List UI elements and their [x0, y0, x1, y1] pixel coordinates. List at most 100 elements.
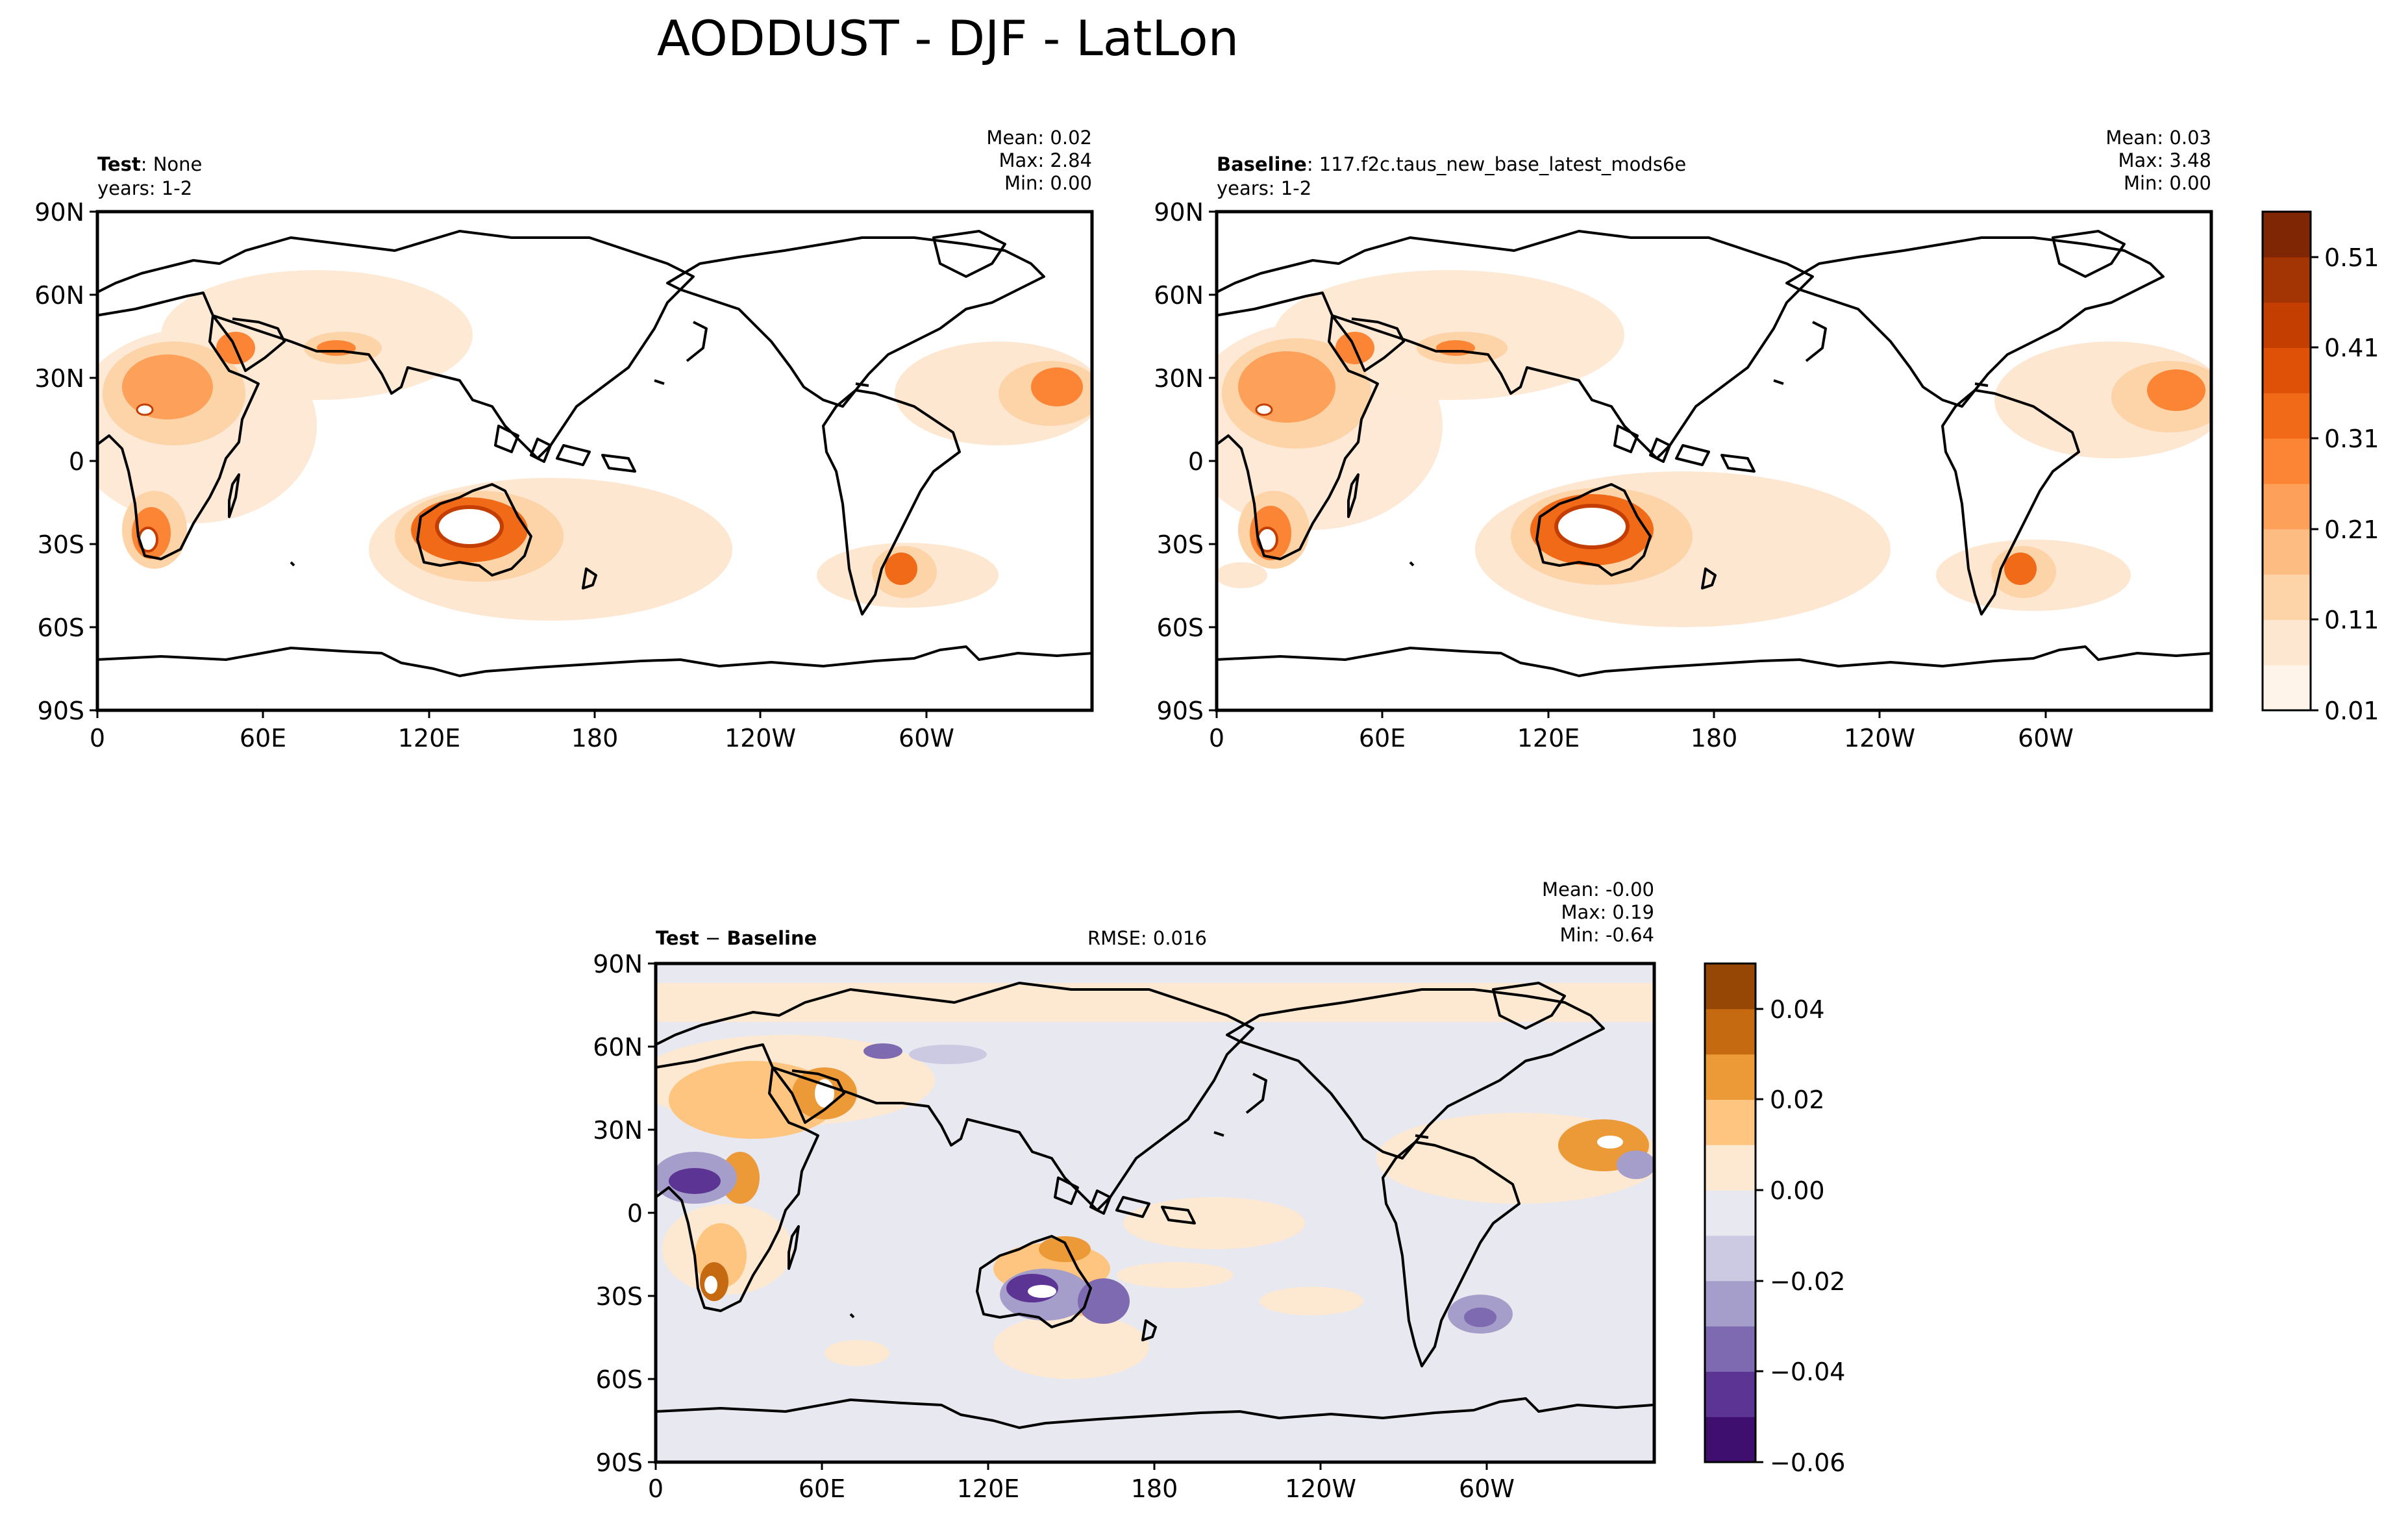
- test-ytick: 60N: [34, 281, 84, 310]
- panel-diff-minus: −: [699, 927, 727, 949]
- colorbar-main-step: [2263, 619, 2311, 665]
- test-xtick: 120W: [725, 724, 796, 752]
- test-ytick: 60S: [38, 614, 84, 642]
- test-dust-fields: [97, 270, 1092, 621]
- cbar-main-tick: 0.31: [2324, 425, 2379, 453]
- panel-test-axes: 0 60E 120E 180 120W 60W 90N 60N 30N 0 30…: [34, 198, 954, 752]
- panel-diff: Test − Baseline RMSE: 0.016 Mean: -0.00 …: [593, 878, 1656, 1503]
- colorbar-main-step: [2263, 438, 2311, 484]
- test-xtick: 60E: [240, 724, 286, 752]
- figure-title: AODDUST - DJF - LatLon: [657, 10, 1239, 67]
- test-ytick: 30N: [34, 364, 84, 393]
- baseline-xtick: 60E: [1359, 724, 1406, 752]
- colorbar-diff-step: [1705, 1280, 1756, 1327]
- test-xtick: 0: [90, 724, 105, 752]
- test-ytick: 90N: [34, 198, 84, 227]
- panel-baseline-axes: 0 60E 120E 180 120W 60W 90N 60N 30N 0 30…: [1154, 198, 2074, 752]
- panel-baseline-mean: Mean: 0.03: [2105, 127, 2211, 149]
- baseline-ytick: 60N: [1154, 281, 1204, 310]
- panel-test-label: Test: None: [97, 153, 202, 175]
- colorbar-main-step: [2263, 347, 2311, 393]
- colorbar-main-step: [2263, 665, 2311, 711]
- test-xtick: 180: [571, 724, 619, 752]
- panel-baseline-max: Max: 3.48: [2118, 149, 2211, 171]
- baseline-ytick: 30N: [1154, 364, 1204, 393]
- baseline-xtick: 180: [1691, 724, 1738, 752]
- panel-baseline-min: Min: 0.00: [2124, 172, 2211, 194]
- panel-baseline: Baseline: 117.f2c.taus_new_base_latest_m…: [1154, 127, 2213, 752]
- panel-diff-max: Max: 0.19: [1561, 901, 1654, 923]
- colorbar-diff-step: [1705, 963, 1756, 1010]
- cbar-main-tick: 0.21: [2324, 516, 2379, 544]
- diff-ytick: 60S: [596, 1365, 643, 1394]
- cbar-main-tick: 0.11: [2324, 606, 2379, 634]
- panel-baseline-years: years: 1-2: [1217, 177, 1311, 199]
- panel-test-min: Min: 0.00: [1004, 172, 1092, 194]
- colorbar-main-step: [2263, 574, 2311, 620]
- colorbar-main-step: [2263, 256, 2311, 303]
- colorbar-diff-step: [1705, 1326, 1756, 1372]
- colorbar-main-step: [2263, 393, 2311, 439]
- diff-ytick: 60N: [593, 1033, 643, 1062]
- diff-ytick: 0: [627, 1199, 643, 1228]
- baseline-ytick: 30S: [1157, 530, 1204, 559]
- test-xtick: 60W: [899, 724, 954, 752]
- diff-ytick: 90S: [596, 1448, 643, 1477]
- colorbar-diff: 0.04 0.02 0.00 −0.02 −0.04 −0.06: [1704, 962, 1845, 1477]
- diff-xtick: 120W: [1285, 1474, 1356, 1503]
- baseline-xtick: 60W: [2018, 724, 2074, 752]
- baseline-ytick: 0: [1188, 447, 1204, 476]
- cbar-diff-tick: −0.02: [1770, 1267, 1845, 1296]
- colorbar-diff-step: [1705, 1235, 1756, 1282]
- panel-test: Test: None years: 1-2 Mean: 0.02 Max: 2.…: [34, 127, 1094, 752]
- baseline-dust-fields: [1217, 270, 2211, 627]
- colorbar-main: 0.01 0.11 0.21 0.31 0.41 0.51: [2261, 210, 2379, 725]
- cbar-main-tick: 0.41: [2324, 334, 2379, 362]
- colorbar-main-step: [2263, 483, 2311, 530]
- colorbar-diff-step: [1705, 1054, 1756, 1100]
- test-ytick: 0: [69, 447, 84, 476]
- diff-xtick: 60W: [1459, 1474, 1515, 1503]
- diff-xtick: 120E: [957, 1474, 1020, 1503]
- diff-ytick: 30S: [596, 1282, 643, 1311]
- colorbar-diff-step: [1705, 1099, 1756, 1145]
- colorbar-main-step: [2263, 212, 2311, 258]
- baseline-ytick: 90S: [1157, 697, 1204, 725]
- cbar-diff-tick: −0.06: [1770, 1448, 1845, 1477]
- cbar-main-tick: 0.51: [2324, 243, 2379, 272]
- panel-diff-name: Test: [656, 927, 699, 949]
- colorbar-main-step: [2263, 302, 2311, 348]
- map-baseline: [1217, 212, 2211, 710]
- panel-test-years: years: 1-2: [97, 177, 192, 199]
- test-xtick: 120E: [398, 724, 461, 752]
- panel-diff-name-2: Baseline: [726, 927, 817, 949]
- panel-diff-min: Min: -0.64: [1560, 924, 1654, 946]
- test-ytick: 30S: [38, 530, 84, 559]
- panel-baseline-label: Baseline: 117.f2c.taus_new_base_latest_m…: [1217, 153, 1686, 175]
- panel-baseline-name-rest: : 117.f2c.taus_new_base_latest_mods6e: [1307, 153, 1686, 175]
- colorbar-diff-step: [1705, 1145, 1756, 1191]
- diff-ytick: 90N: [593, 950, 643, 978]
- baseline-ytick: 90N: [1154, 198, 1204, 227]
- diff-xtick: 60E: [799, 1474, 845, 1503]
- panel-test-name-rest: : None: [141, 153, 203, 175]
- map-diff: [656, 963, 1654, 1462]
- cbar-diff-tick: 0.00: [1770, 1176, 1825, 1205]
- cbar-diff-tick: 0.02: [1770, 1086, 1825, 1114]
- test-ytick: 90S: [38, 697, 84, 725]
- panel-diff-axes: 0 60E 120E 180 120W 60W 90N 60N 30N 0 30…: [593, 950, 1515, 1503]
- map-test: [97, 212, 1092, 710]
- colorbar-diff-step: [1705, 1190, 1756, 1236]
- baseline-xtick: 120W: [1844, 724, 1915, 752]
- baseline-xtick: 120E: [1517, 724, 1580, 752]
- diff-ytick: 30N: [593, 1116, 643, 1145]
- cbar-diff-tick: −0.04: [1770, 1358, 1845, 1386]
- colorbar-diff-step: [1705, 1417, 1756, 1463]
- colorbar-main-step: [2263, 528, 2311, 575]
- baseline-xtick: 0: [1209, 724, 1224, 752]
- panel-test-name: Test: [97, 153, 141, 175]
- panel-baseline-name: Baseline: [1217, 153, 1307, 175]
- diff-xtick: 0: [648, 1474, 664, 1503]
- diff-fields: [656, 983, 1654, 1379]
